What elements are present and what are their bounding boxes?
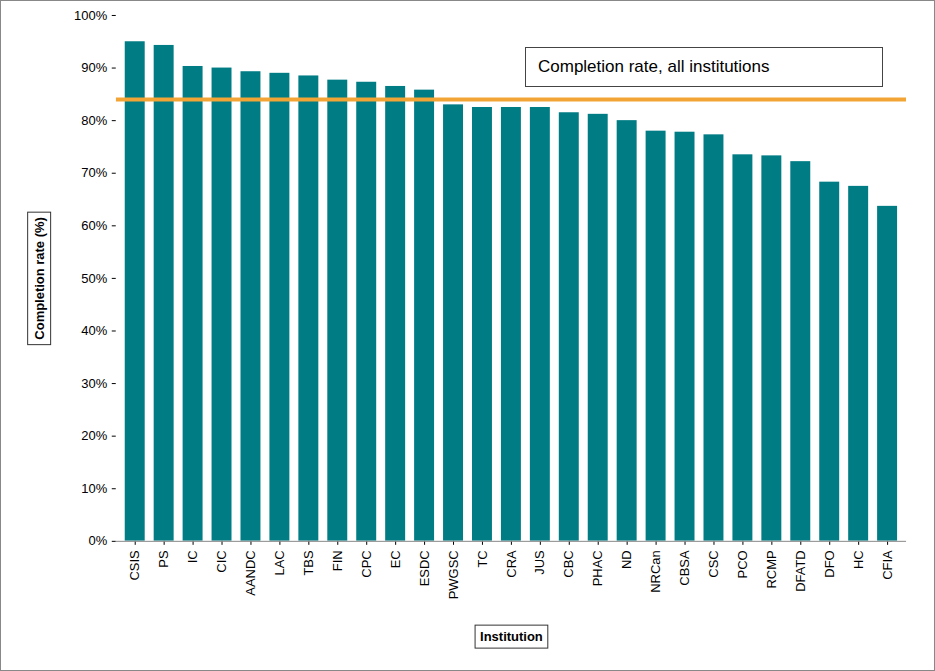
svg-text:TBS: TBS	[301, 550, 316, 576]
svg-text:CBSA: CBSA	[677, 550, 692, 586]
svg-text:DFATD: DFATD	[793, 550, 808, 592]
svg-text:PWGSC: PWGSC	[446, 550, 461, 599]
svg-text:Institution: Institution	[480, 629, 543, 644]
svg-text:EC: EC	[388, 550, 403, 568]
svg-text:PCO: PCO	[735, 550, 750, 578]
svg-text:Completion rate (%): Completion rate (%)	[32, 217, 47, 340]
svg-text:CFIA: CFIA	[880, 550, 895, 580]
svg-text:40%: 40%	[81, 323, 107, 338]
svg-text:CSC: CSC	[706, 550, 721, 577]
svg-text:CBC: CBC	[561, 550, 576, 577]
svg-text:60%: 60%	[81, 218, 107, 233]
svg-text:LAC: LAC	[272, 550, 287, 575]
svg-text:PHAC: PHAC	[590, 550, 605, 586]
svg-text:20%: 20%	[81, 428, 107, 443]
svg-text:NRCan: NRCan	[648, 550, 663, 593]
svg-text:TC: TC	[475, 550, 490, 567]
svg-text:10%: 10%	[81, 481, 107, 496]
svg-text:80%: 80%	[81, 113, 107, 128]
svg-text:DFO: DFO	[822, 550, 837, 577]
svg-text:AANDC: AANDC	[243, 550, 258, 595]
svg-text:90%: 90%	[81, 60, 107, 75]
svg-text:CIC: CIC	[214, 550, 229, 572]
svg-text:HC: HC	[851, 550, 866, 569]
svg-text:CRA: CRA	[504, 550, 519, 578]
svg-text:IC: IC	[185, 550, 200, 563]
svg-text:JUS: JUS	[532, 550, 547, 575]
svg-text:PS: PS	[156, 550, 171, 568]
svg-text:100%: 100%	[74, 8, 108, 23]
svg-text:70%: 70%	[81, 165, 107, 180]
html-text:Completion rate, all instituti: Completion rate, all institutions	[538, 57, 770, 76]
svg-text:CSIS: CSIS	[127, 550, 142, 581]
svg-text:FIN: FIN	[330, 550, 345, 571]
svg-text:30%: 30%	[81, 376, 107, 391]
svg-text:0%: 0%	[89, 533, 108, 548]
svg-text:50%: 50%	[81, 271, 107, 286]
svg-text:ESDC: ESDC	[417, 550, 432, 586]
svg-text:CPC: CPC	[359, 550, 374, 577]
svg-text:ND: ND	[619, 550, 634, 569]
svg-text:RCMP: RCMP	[764, 550, 779, 588]
